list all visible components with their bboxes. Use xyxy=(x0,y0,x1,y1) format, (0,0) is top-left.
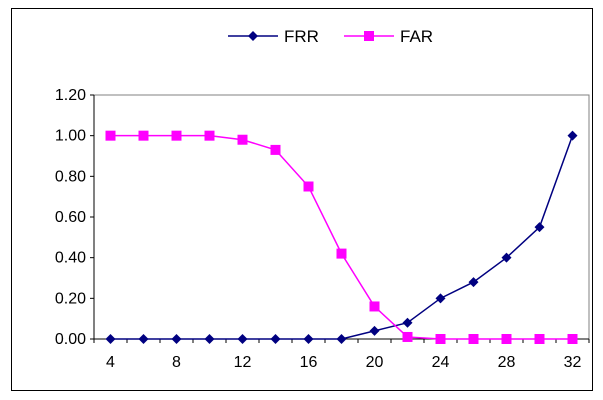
data-point-far xyxy=(303,181,314,192)
series-layer xyxy=(105,130,578,344)
data-point-frr xyxy=(567,130,578,141)
legend-marker-far xyxy=(364,31,374,41)
x-tick-label: 20 xyxy=(366,354,384,371)
data-point-frr xyxy=(534,222,545,233)
data-point-far xyxy=(270,144,281,155)
data-point-frr xyxy=(369,325,380,336)
y-tick-label: 0.20 xyxy=(55,290,86,307)
x-tick-label: 32 xyxy=(564,354,582,371)
data-point-far xyxy=(369,301,380,312)
y-tick-label: 1.00 xyxy=(55,128,86,145)
data-point-far xyxy=(105,130,116,141)
data-point-far xyxy=(501,334,512,344)
data-point-frr xyxy=(501,252,512,263)
y-tick-label: 0.80 xyxy=(55,168,86,185)
x-tick-label: 8 xyxy=(172,354,181,371)
x-axis-ticks: 4 8 12 16 20 24 28 32 xyxy=(93,339,590,371)
y-tick-label: 0.00 xyxy=(55,331,86,348)
x-tick-label: 28 xyxy=(498,354,516,371)
x-tick-label: 24 xyxy=(432,354,450,371)
data-point-frr xyxy=(336,334,347,344)
legend-marker-frr xyxy=(248,31,258,41)
data-point-frr xyxy=(435,293,446,304)
data-point-frr xyxy=(237,334,248,344)
y-axis-ticks: 0.00 0.20 0.40 0.60 0.80 1.00 1.20 xyxy=(55,87,94,348)
data-point-far xyxy=(336,248,347,259)
data-point-frr xyxy=(204,334,215,344)
data-point-far xyxy=(435,334,446,344)
data-point-frr xyxy=(270,334,281,344)
plot-area xyxy=(93,94,590,340)
y-tick-label: 0.40 xyxy=(55,250,86,267)
legend-label-far: FAR xyxy=(400,27,433,46)
legend-label-frr: FRR xyxy=(284,27,319,46)
x-tick-label: 4 xyxy=(106,354,115,371)
data-point-frr xyxy=(468,277,479,288)
data-point-far xyxy=(468,334,479,344)
data-point-frr xyxy=(105,334,116,344)
data-point-far xyxy=(204,130,215,141)
y-tick-label: 0.60 xyxy=(55,209,86,226)
data-point-frr xyxy=(171,334,182,344)
y-tick-label: 1.20 xyxy=(55,87,86,104)
data-point-far xyxy=(237,134,248,145)
legend: FRR FAR xyxy=(228,27,433,46)
data-point-far xyxy=(138,130,149,141)
data-point-frr xyxy=(303,334,314,344)
data-point-far xyxy=(534,334,545,344)
data-point-frr xyxy=(138,334,149,344)
data-point-far xyxy=(567,334,578,344)
data-point-far xyxy=(402,331,413,342)
x-tick-label: 16 xyxy=(300,354,318,371)
data-point-frr xyxy=(402,317,413,328)
x-tick-label: 12 xyxy=(234,354,252,371)
data-point-far xyxy=(171,130,182,141)
